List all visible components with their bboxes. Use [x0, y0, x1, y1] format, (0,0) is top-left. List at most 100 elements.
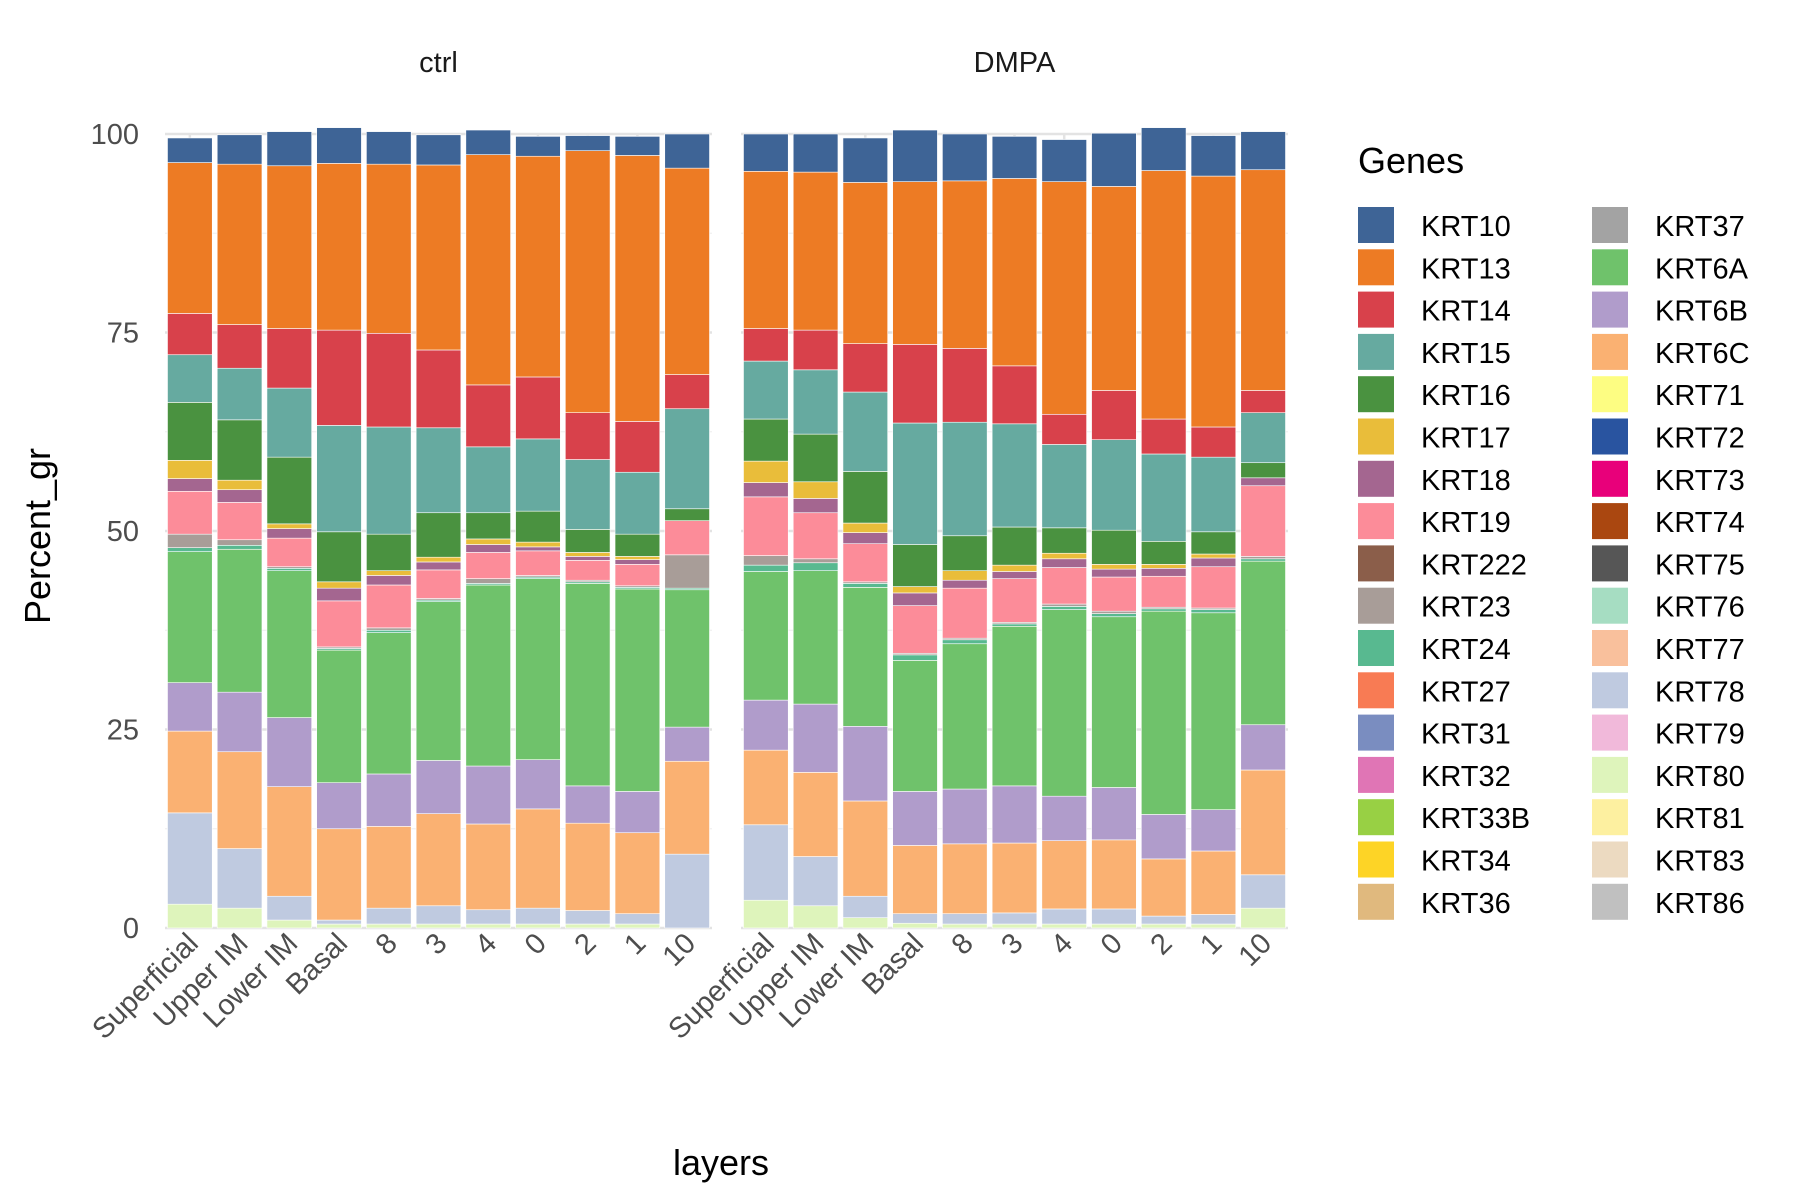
bar-segment-krt78	[216, 848, 263, 909]
bar-segment-krt19	[1091, 576, 1137, 612]
bar-segment-krt17	[366, 570, 412, 576]
bar-segment-krt13	[743, 171, 789, 329]
bar-segment-krt19	[266, 537, 312, 568]
y-tick-label: 25	[107, 715, 139, 747]
bar-segment-krt13	[664, 167, 710, 375]
legend-key-krt6a	[1592, 249, 1628, 286]
bar-segment-krt6b	[614, 791, 661, 834]
legend-label: KRT16	[1421, 380, 1511, 412]
y-tick-label: 75	[107, 318, 139, 350]
bar-segment-krt15	[614, 471, 661, 535]
bar-segment-krt80	[1190, 923, 1237, 929]
bar-segment-krt78	[792, 856, 839, 907]
legend-label: KRT6C	[1655, 338, 1750, 370]
bar-segment-krt14	[515, 376, 561, 440]
bar-segment-krt14	[266, 328, 312, 389]
bar-segment-krt6c	[1190, 850, 1237, 915]
bar-segment-krt6c	[366, 826, 412, 909]
bar-segment-krt78	[1091, 908, 1137, 925]
x-tick-label: 4	[469, 927, 503, 961]
legend-label: KRT76	[1655, 592, 1745, 624]
bar-segment-krt14	[1141, 418, 1187, 455]
bar-segment-krt78	[1240, 874, 1286, 909]
bar-segment-krt15	[1240, 412, 1286, 464]
bar-segment-krt6c	[842, 800, 888, 897]
bar-segment-krt6b	[1190, 809, 1237, 852]
bar-segment-krt14	[1091, 390, 1137, 440]
bar-segment-krt16	[366, 533, 412, 572]
bar-segment-krt80	[1141, 923, 1187, 929]
bar-segment-krt19	[991, 578, 1038, 623]
y-axis-title: Percent_gr	[17, 448, 58, 624]
x-tick-label: 1	[1194, 927, 1228, 961]
legend-label: KRT37	[1655, 211, 1745, 243]
bar-segment-krt6c	[614, 832, 661, 915]
bar-segment-krt6a	[415, 601, 462, 761]
bar-segment-krt10	[792, 133, 839, 173]
bar-segment-krt6a	[565, 583, 611, 787]
legend-key-krt36	[1358, 883, 1394, 920]
bar-segment-krt78	[167, 812, 213, 905]
legend-key-krt73	[1592, 460, 1628, 497]
legend-key-krt72	[1592, 418, 1628, 455]
bar-segment-krt19	[1141, 575, 1187, 608]
bar-segment-krt80	[892, 922, 938, 929]
bar-segment-krt6a	[266, 570, 312, 718]
bar-segment-krt6b	[792, 703, 839, 773]
legend-key-krt34	[1358, 841, 1394, 878]
bar-segment-krt6a	[792, 570, 839, 705]
bar-segment-krt13	[565, 150, 611, 413]
bar-segment-krt17	[515, 541, 561, 548]
legend-key-krt13	[1358, 249, 1394, 286]
bar-segment-krt19	[415, 569, 462, 599]
bar-segment-krt14	[565, 412, 611, 460]
x-tick-label: 2	[1145, 927, 1179, 961]
bar-segment-krt6c	[316, 828, 362, 921]
bar-segment-krt16	[515, 510, 561, 543]
bar-segment-krt16	[991, 526, 1038, 566]
legend-label: KRT72	[1655, 423, 1745, 455]
bar-segment-krt19	[167, 490, 213, 535]
legend-label: KRT24	[1421, 634, 1511, 666]
bar-segment-krt15	[991, 423, 1038, 528]
bar-segment-krt15	[216, 367, 263, 421]
legend-label: KRT86	[1655, 888, 1745, 920]
x-tick-label: 10	[657, 927, 702, 972]
bar-segment-krt10	[1190, 135, 1237, 177]
bar-segment-krt17	[216, 479, 263, 491]
legend-key-krt81	[1592, 799, 1628, 836]
bar-segment-krt78	[991, 912, 1038, 925]
bar-segment-krt10	[1041, 139, 1087, 182]
bar-segment-krt16	[465, 512, 511, 540]
bar-segment-krt16	[1091, 529, 1137, 565]
legend-key-krt222	[1358, 545, 1394, 582]
bar-segment-krt15	[1190, 456, 1237, 533]
bar-segment-krt15	[415, 427, 462, 514]
bar-segment-krt6a	[1190, 612, 1237, 810]
bar-segment-krt18	[167, 478, 213, 492]
y-tick-label: 100	[91, 119, 139, 151]
bar-segment-krt18	[942, 579, 988, 589]
legend-key-krt80	[1592, 756, 1628, 793]
bar-segment-krt10	[216, 134, 263, 165]
bar-segment-krt80	[1240, 907, 1286, 929]
bar-segment-krt16	[614, 533, 661, 557]
bar-segment-krt24	[991, 623, 1038, 627]
bar-segment-krt80	[316, 923, 362, 929]
bar-segment-krt16	[743, 418, 789, 462]
bar-segment-krt14	[664, 374, 710, 410]
bar-segment-krt24	[1240, 558, 1286, 562]
bar-segment-krt19	[1240, 485, 1286, 557]
legend-label: KRT10	[1421, 211, 1511, 243]
legend: Genes KRT10 KRT13 KRT14 KRT15 KRT16 KRT17 KRT1…	[1358, 140, 1750, 920]
legend-label: KRT81	[1655, 803, 1745, 835]
bar-segment-krt24	[892, 654, 938, 661]
legend-label: KRT32	[1421, 761, 1511, 793]
bar-segment-krt17	[842, 522, 888, 533]
bar-segment-krt78	[1190, 914, 1237, 925]
bar-segment-krt14	[614, 421, 661, 473]
bar-segment-krt15	[266, 387, 312, 458]
bar-segment-krt23	[743, 555, 789, 566]
bar-segment-krt6b	[1091, 787, 1137, 841]
legend-key-krt6b	[1592, 291, 1628, 328]
